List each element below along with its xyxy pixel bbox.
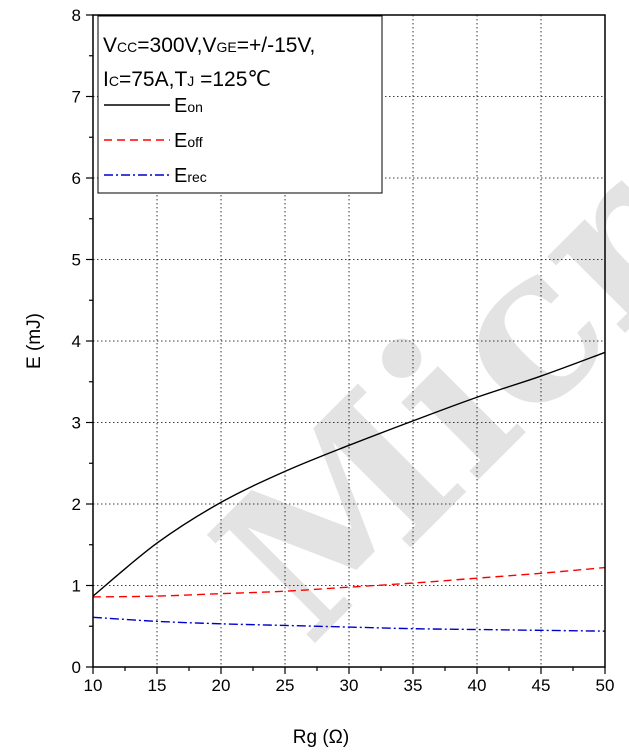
x-tick-label: 45 bbox=[532, 676, 551, 695]
series-line-eon bbox=[92, 351, 606, 597]
y-tick-label: 4 bbox=[72, 332, 81, 351]
y-tick-label: 0 bbox=[72, 658, 81, 677]
x-tick-label: 10 bbox=[84, 676, 103, 695]
x-tick-label: 25 bbox=[276, 676, 295, 695]
y-axis-title: E (mJ) bbox=[24, 313, 45, 369]
y-tick-label: 5 bbox=[72, 251, 81, 270]
x-axis-title: Rg (Ω) bbox=[293, 727, 349, 748]
series-layer bbox=[92, 351, 606, 632]
legend-label-eoff: Eoff bbox=[174, 130, 203, 152]
legend-label-erec: Erec bbox=[174, 165, 207, 187]
y-tick-label: 3 bbox=[72, 414, 81, 433]
legend-condition-line-2: IC=75A,TJ =125℃ bbox=[103, 68, 271, 91]
x-tick-label: 30 bbox=[340, 676, 359, 695]
ticks bbox=[86, 14, 606, 674]
x-tick-label: 20 bbox=[212, 676, 231, 695]
y-tick-label: 8 bbox=[72, 6, 81, 25]
series-line-erec bbox=[92, 616, 606, 632]
y-tick-label: 6 bbox=[72, 169, 81, 188]
x-tick-label: 40 bbox=[468, 676, 487, 695]
y-tick-label: 7 bbox=[72, 88, 81, 107]
y-tick-label: 2 bbox=[72, 495, 81, 514]
legend-condition-line-1: VCC=300V,VGE=+/-15V, bbox=[103, 34, 315, 57]
legend-label-eon: Eon bbox=[174, 95, 203, 117]
legend: VCC=300V,VGE=+/-15V, IC=75A,TJ =125℃ Eon… bbox=[97, 15, 383, 194]
x-tick-label: 50 bbox=[596, 676, 615, 695]
x-tick-label: 15 bbox=[148, 676, 167, 695]
x-tick-label: 35 bbox=[404, 676, 423, 695]
series-line-eoff bbox=[92, 566, 606, 598]
y-tick-label: 1 bbox=[72, 577, 81, 596]
legend-entries: Eon Eoff Erec bbox=[104, 95, 207, 187]
